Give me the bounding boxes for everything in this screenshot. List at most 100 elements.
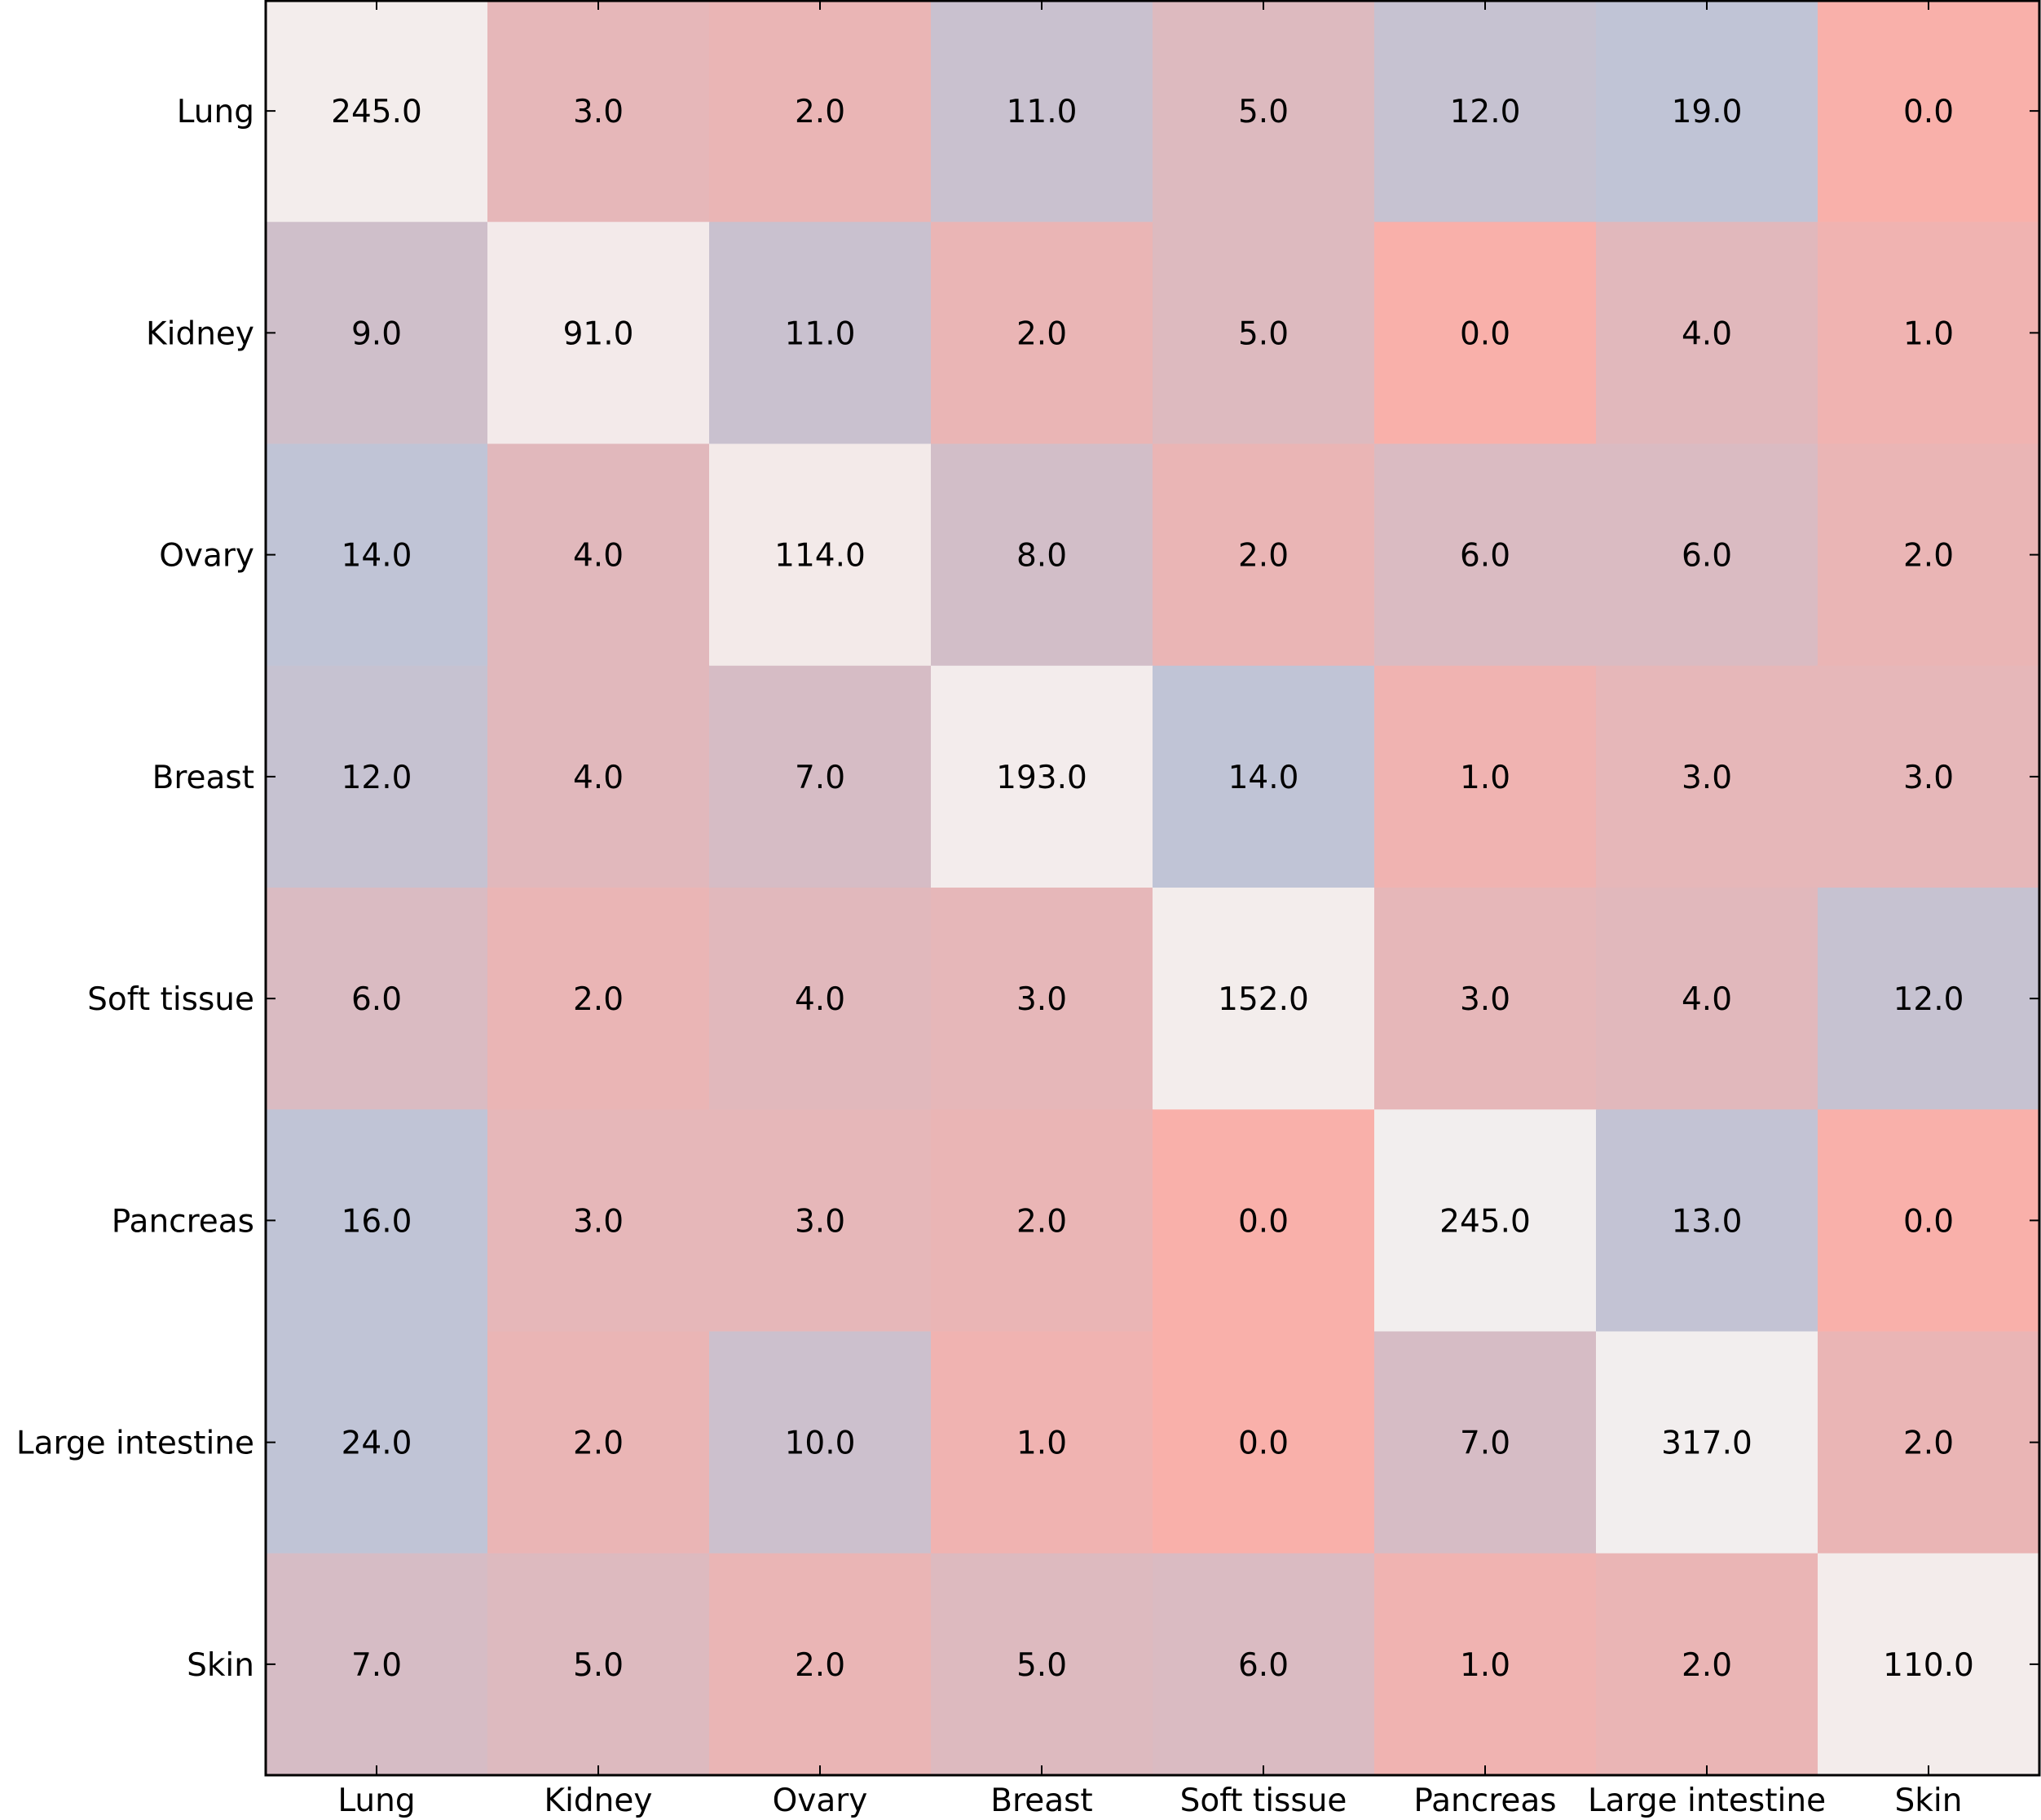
heatmap-cell-1-2 [709, 222, 932, 445]
x-tick-label: Lung [337, 1783, 415, 1819]
x-axis-tick-labels: Lung Kidney Ovary Breast Soft tissue Pancreas… [337, 1783, 1962, 1819]
x-tick-label: Large intestine [1588, 1783, 1826, 1819]
heatmap-cell-4-1 [487, 888, 710, 1110]
cell-value-label: 4.0 [573, 760, 624, 796]
plot-frame [264, 0, 2041, 1777]
heatmap-cell-2-4 [1153, 443, 1375, 667]
cell-value-label: 2.0 [1016, 315, 1067, 352]
heatmap-cell-0-7 [1818, 0, 2040, 223]
cell-value-label: 6.0 [1238, 1647, 1289, 1684]
cell-value-label: 114.0 [774, 538, 866, 575]
heatmap-cell-3-1 [487, 665, 710, 888]
x-tick-label: Skin [1895, 1783, 1963, 1819]
cell-value-label: 6.0 [351, 981, 402, 1018]
cell-value-label: 1.0 [1903, 315, 1954, 352]
heatmap-cell-6-7 [1818, 1331, 2040, 1554]
heatmap-cell-4-7 [1818, 888, 2040, 1110]
cell-value-label: 7.0 [351, 1647, 402, 1684]
cell-value-label: 3.0 [573, 1203, 624, 1240]
cell-value-label: 9.0 [351, 315, 402, 352]
heatmap-cell-2-7 [1818, 443, 2040, 667]
cell-value-label: 110.0 [1883, 1647, 1974, 1684]
heatmap-cell-4-2 [709, 888, 932, 1110]
y-tick-label: Pancreas [112, 1203, 254, 1240]
heatmap-cell-6-0 [266, 1331, 488, 1554]
y-tick-label: Soft tissue [87, 981, 254, 1018]
cell-value-label: 19.0 [1672, 94, 1743, 130]
x-tick-label: Soft tissue [1180, 1783, 1347, 1819]
heatmap-cell-1-5 [1374, 222, 1597, 445]
cell-value-label: 8.0 [1016, 538, 1067, 575]
heatmap-cell-2-5 [1374, 443, 1597, 667]
heatmap-cell-6-5 [1374, 1331, 1597, 1554]
x-tick-label: Breast [990, 1783, 1092, 1819]
heatmap-value-labels: 245.0 3.0 2.0 11.0 5.0 12.0 19.0 0.0 9.0 91.0 11.0… [331, 94, 1974, 1684]
cell-value-label: 12.0 [1893, 981, 1964, 1018]
cell-value-label: 1.0 [1460, 760, 1510, 796]
heatmap-cell-6-1 [487, 1331, 710, 1554]
cell-value-label: 317.0 [1661, 1426, 1752, 1462]
cell-value-label: 6.0 [1682, 538, 1732, 575]
cell-value-label: 0.0 [1903, 1203, 1954, 1240]
cell-value-label: 3.0 [573, 94, 624, 130]
heatmap-cell-1-3 [931, 222, 1153, 445]
heatmap-cell-1-4 [1153, 222, 1375, 445]
cell-value-label: 3.0 [1682, 760, 1732, 796]
heatmap-cell-1-0 [266, 222, 488, 445]
cell-value-label: 2.0 [1903, 1426, 1954, 1462]
x-tick-label: Pancreas [1413, 1783, 1556, 1819]
heatmap-cell-0-5 [1374, 0, 1597, 223]
cell-value-label: 13.0 [1672, 1203, 1743, 1240]
heatmap-cell-0-3 [931, 0, 1153, 223]
heatmap-cell-4-6 [1596, 888, 1818, 1110]
cell-value-label: 5.0 [1238, 94, 1289, 130]
cell-value-label: 2.0 [795, 1647, 845, 1684]
cell-value-label: 245.0 [331, 94, 422, 130]
heatmap-cells [266, 0, 2040, 1776]
cell-value-label: 4.0 [1682, 315, 1732, 352]
heatmap-cell-1-6 [1596, 222, 1818, 445]
y-tick-label: Large intestine [16, 1426, 254, 1462]
heatmap-cell-7-2 [709, 1553, 932, 1776]
cell-value-label: 7.0 [795, 760, 845, 796]
cell-value-label: 4.0 [795, 981, 845, 1018]
heatmap-cell-5-0 [266, 1109, 488, 1333]
cell-value-label: 10.0 [785, 1426, 856, 1462]
cell-value-label: 4.0 [1682, 981, 1732, 1018]
heatmap-cell-6-6 [1596, 1331, 1818, 1554]
y-tick-label: Ovary [159, 538, 254, 575]
heatmap-cell-5-3 [931, 1109, 1153, 1333]
heatmap-cell-2-0 [266, 443, 488, 667]
y-tick-label: Kidney [146, 315, 254, 352]
cell-value-label: 5.0 [1238, 315, 1289, 352]
heatmap-cell-3-7 [1818, 665, 2040, 888]
heatmap-cell-0-0 [266, 0, 488, 223]
cell-value-label: 1.0 [1016, 1426, 1067, 1462]
heatmap-cell-4-0 [266, 888, 488, 1110]
cell-value-label: 6.0 [1460, 538, 1510, 575]
heatmap-cell-7-6 [1596, 1553, 1818, 1776]
cell-value-label: 5.0 [1016, 1647, 1067, 1684]
cell-value-label: 0.0 [1903, 94, 1954, 130]
heatmap-cell-0-6 [1596, 0, 1818, 223]
cell-value-label: 5.0 [573, 1647, 624, 1684]
cell-value-label: 3.0 [1016, 981, 1067, 1018]
heatmap-cell-3-6 [1596, 665, 1818, 888]
cell-value-label: 14.0 [342, 538, 412, 575]
cell-value-label: 24.0 [342, 1426, 412, 1462]
heatmap-cell-7-7 [1818, 1553, 2040, 1776]
cell-value-label: 2.0 [1682, 1647, 1732, 1684]
heatmap-cell-7-5 [1374, 1553, 1597, 1776]
heatmap-cell-3-2 [709, 665, 932, 888]
heatmap-cell-3-3 [931, 665, 1153, 888]
cell-value-label: 12.0 [342, 760, 412, 796]
heatmap-cell-7-0 [266, 1553, 488, 1776]
cell-value-label: 91.0 [563, 315, 634, 352]
cell-value-label: 11.0 [785, 315, 856, 352]
cell-value-label: 4.0 [573, 538, 624, 575]
y-tick-label: Lung [177, 94, 254, 130]
heatmap-cell-0-2 [709, 0, 932, 223]
heatmap-cell-5-7 [1818, 1109, 2040, 1333]
heatmap-cell-1-1 [487, 222, 710, 445]
